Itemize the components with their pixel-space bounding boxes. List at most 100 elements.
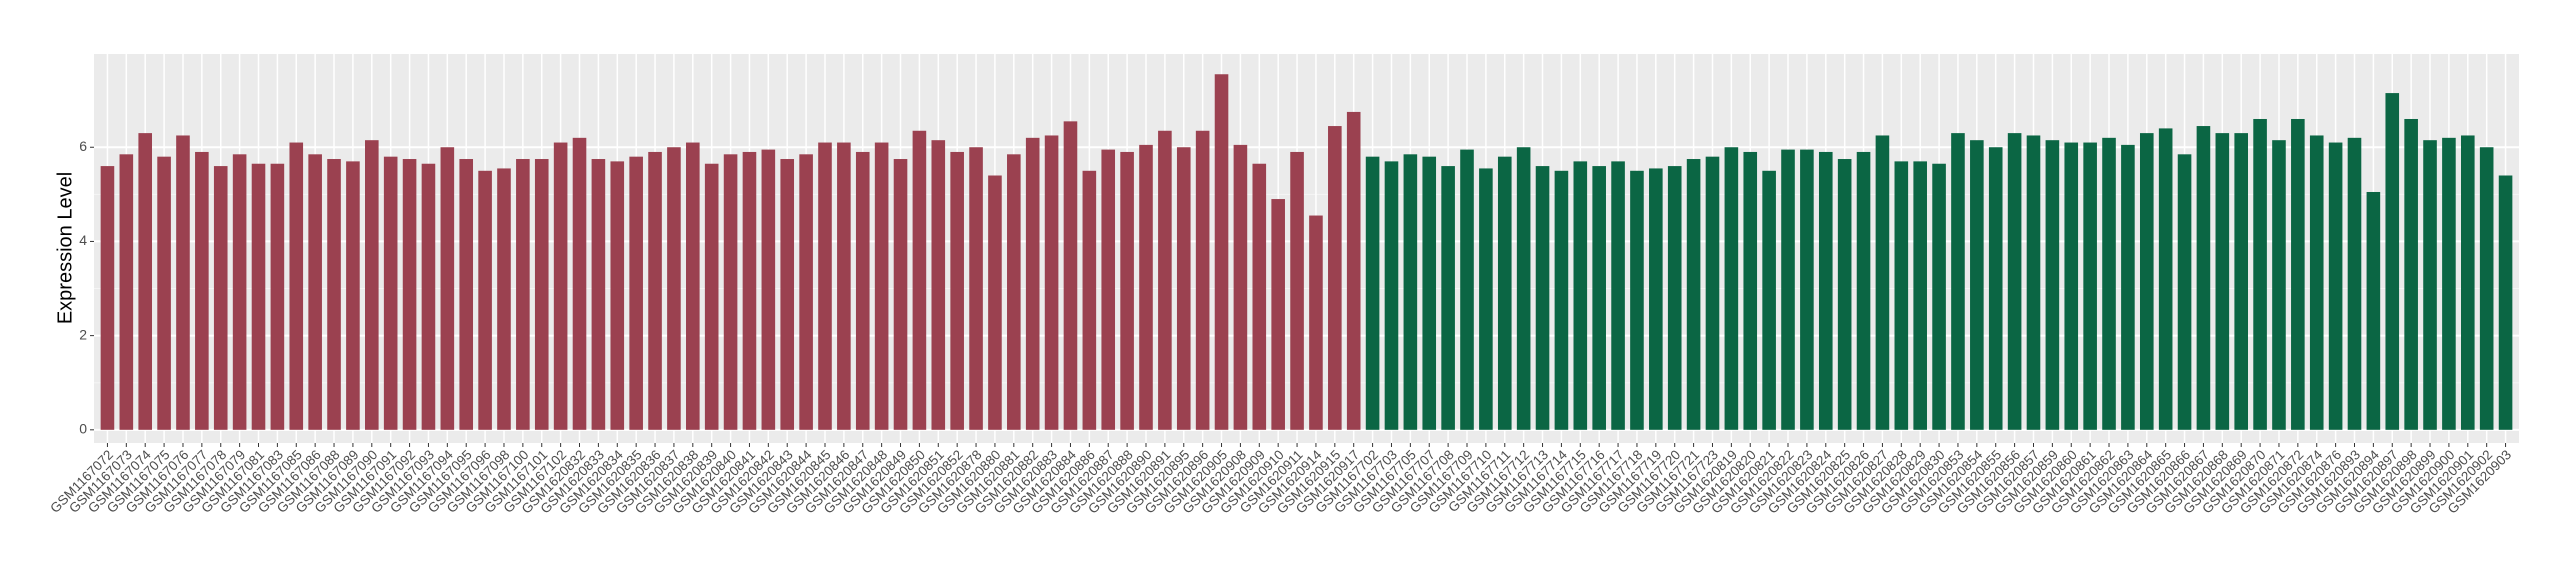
bar bbox=[629, 156, 643, 430]
bar bbox=[2442, 137, 2456, 430]
bar bbox=[2291, 118, 2305, 430]
bar bbox=[1667, 166, 1682, 430]
bar bbox=[100, 166, 115, 430]
bar bbox=[1592, 166, 1606, 430]
bar bbox=[1365, 156, 1380, 430]
bar bbox=[289, 142, 304, 430]
bar bbox=[459, 159, 474, 430]
bar bbox=[686, 142, 700, 430]
bar bbox=[1705, 156, 1720, 430]
bar bbox=[1422, 156, 1437, 430]
bar bbox=[2083, 142, 2097, 430]
bar bbox=[648, 151, 662, 430]
bar bbox=[2196, 126, 2211, 430]
bar bbox=[1479, 168, 1493, 430]
bar bbox=[1441, 166, 1455, 430]
bar bbox=[2328, 142, 2343, 430]
bar bbox=[1233, 144, 1248, 430]
bar bbox=[1120, 151, 1134, 430]
bar bbox=[988, 175, 1002, 430]
bar bbox=[1082, 170, 1097, 430]
bar bbox=[2309, 135, 2324, 430]
bar bbox=[950, 151, 964, 430]
bar bbox=[251, 163, 266, 430]
bar bbox=[1176, 147, 1191, 430]
bar bbox=[780, 159, 795, 430]
bar bbox=[2479, 147, 2494, 430]
bar bbox=[704, 163, 719, 430]
bar bbox=[2404, 118, 2418, 430]
bar bbox=[1195, 130, 1210, 430]
bar bbox=[2045, 140, 2060, 430]
bar bbox=[2347, 137, 2362, 430]
bar bbox=[1818, 151, 1833, 430]
bar bbox=[1951, 133, 1965, 430]
bar bbox=[931, 140, 946, 430]
bar bbox=[1271, 199, 1285, 430]
bar bbox=[1894, 161, 1909, 430]
bar bbox=[1309, 215, 1323, 430]
bar bbox=[1686, 159, 1701, 430]
bar bbox=[232, 154, 247, 430]
bar bbox=[1516, 147, 1531, 430]
bar bbox=[2234, 133, 2248, 430]
y-axis-title: Expression Level bbox=[54, 172, 76, 324]
bar bbox=[119, 154, 134, 430]
bar bbox=[157, 156, 171, 430]
bar bbox=[742, 151, 757, 430]
bar bbox=[1724, 147, 1739, 430]
bar bbox=[818, 142, 832, 430]
bar bbox=[327, 159, 341, 430]
y-tick-label: 6 bbox=[79, 138, 87, 154]
plot-background bbox=[94, 54, 2519, 443]
bar bbox=[2253, 118, 2267, 430]
bar bbox=[2121, 144, 2135, 430]
bar bbox=[1328, 126, 1342, 430]
bar bbox=[1781, 149, 1795, 430]
bar bbox=[1290, 151, 1304, 430]
bar bbox=[138, 133, 153, 430]
bar bbox=[1384, 161, 1399, 430]
bar bbox=[176, 135, 190, 430]
bar bbox=[308, 154, 322, 430]
bar bbox=[1932, 163, 1946, 430]
bar bbox=[1743, 151, 1758, 430]
bar bbox=[610, 161, 625, 430]
bar bbox=[2498, 175, 2513, 430]
bar bbox=[1875, 135, 1890, 430]
bar bbox=[1630, 170, 1644, 430]
bar bbox=[2215, 133, 2230, 430]
bar bbox=[1403, 154, 1418, 430]
bar bbox=[2385, 93, 2400, 430]
bar bbox=[1913, 161, 1927, 430]
bar bbox=[1346, 111, 1361, 430]
bar bbox=[1800, 149, 1814, 430]
bar bbox=[1554, 170, 1569, 430]
bar bbox=[837, 142, 851, 430]
bar bbox=[195, 151, 209, 430]
bar bbox=[2158, 128, 2173, 430]
bar bbox=[365, 140, 379, 430]
bar bbox=[667, 147, 681, 430]
bar bbox=[1044, 135, 1059, 430]
bar bbox=[1214, 74, 1229, 430]
bar bbox=[2423, 140, 2437, 430]
bar bbox=[2272, 140, 2286, 430]
bar bbox=[270, 163, 285, 430]
bar bbox=[969, 147, 983, 430]
bar bbox=[591, 159, 606, 430]
bar bbox=[1856, 151, 1871, 430]
bar bbox=[478, 170, 492, 430]
bar bbox=[2366, 191, 2381, 430]
bar bbox=[497, 168, 511, 430]
bar bbox=[799, 154, 813, 430]
bar bbox=[2064, 142, 2079, 430]
bar bbox=[1460, 149, 1474, 430]
bar bbox=[1025, 137, 1040, 430]
bar bbox=[2026, 135, 2041, 430]
bar bbox=[402, 159, 417, 430]
bar bbox=[1988, 147, 2003, 430]
bar bbox=[1762, 170, 1776, 430]
bar bbox=[855, 151, 870, 430]
bar bbox=[440, 147, 455, 430]
